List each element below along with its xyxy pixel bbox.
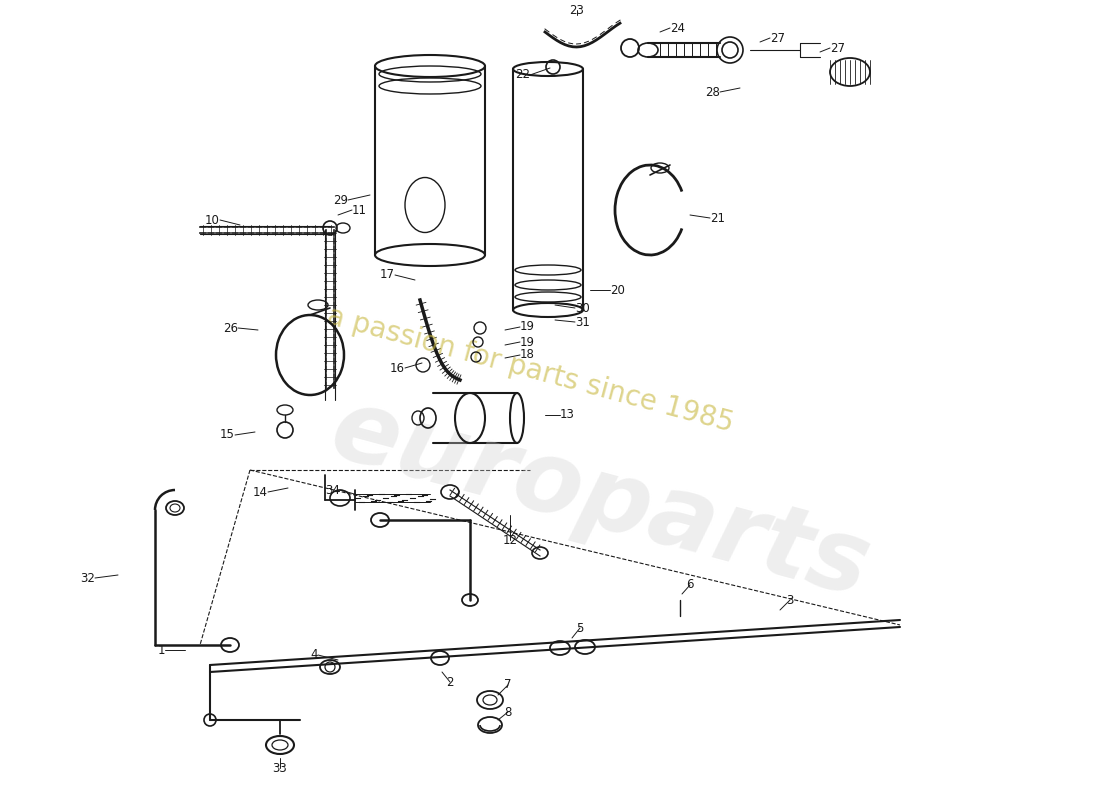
Text: 32: 32 (80, 571, 95, 585)
Text: 19: 19 (520, 321, 535, 334)
Text: 7: 7 (504, 678, 512, 691)
Text: europarts: europarts (320, 382, 880, 618)
Text: 2: 2 (447, 675, 453, 689)
Text: 26: 26 (223, 322, 238, 334)
Text: 3: 3 (786, 594, 794, 606)
Text: 27: 27 (830, 42, 845, 54)
Text: 21: 21 (710, 211, 725, 225)
Text: 15: 15 (220, 429, 235, 442)
Text: 1: 1 (157, 643, 165, 657)
Text: 28: 28 (705, 86, 720, 98)
Text: 4: 4 (310, 649, 318, 662)
Text: 18: 18 (520, 349, 535, 362)
Text: 29: 29 (333, 194, 348, 206)
Text: 27: 27 (770, 31, 785, 45)
Text: 13: 13 (560, 409, 575, 422)
Text: 14: 14 (253, 486, 268, 498)
Text: 5: 5 (576, 622, 584, 634)
Text: 6: 6 (686, 578, 694, 591)
Text: 11: 11 (352, 203, 367, 217)
Text: 24: 24 (670, 22, 685, 34)
Text: a passion for parts since 1985: a passion for parts since 1985 (323, 302, 736, 438)
Text: 19: 19 (520, 335, 535, 349)
Text: 33: 33 (273, 762, 287, 774)
Text: 8: 8 (504, 706, 512, 718)
Text: 34: 34 (326, 483, 340, 497)
Text: 23: 23 (570, 3, 584, 17)
Text: 16: 16 (390, 362, 405, 374)
Text: 12: 12 (503, 534, 517, 546)
Text: 30: 30 (575, 302, 590, 314)
Text: 22: 22 (515, 69, 530, 82)
Text: 17: 17 (379, 269, 395, 282)
Text: 31: 31 (575, 315, 590, 329)
Text: 20: 20 (610, 283, 625, 297)
Text: 10: 10 (205, 214, 220, 226)
